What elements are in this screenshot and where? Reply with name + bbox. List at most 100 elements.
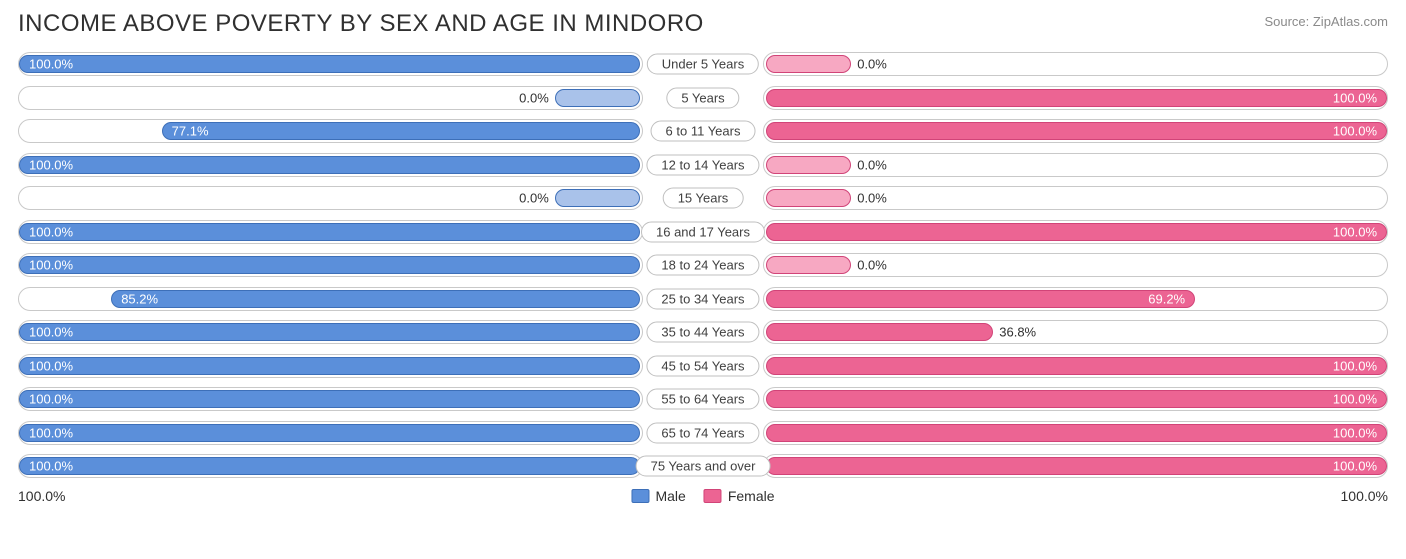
female-half: 100.0%	[703, 454, 1388, 478]
category-label: 18 to 24 Years	[646, 255, 759, 276]
female-track: 0.0%	[763, 253, 1388, 277]
male-bar	[555, 189, 640, 207]
legend-female: Female	[704, 488, 775, 504]
female-half: 100.0%	[703, 354, 1388, 378]
female-track: 0.0%	[763, 52, 1388, 76]
male-bar	[19, 424, 640, 442]
female-half: 0.0%	[703, 186, 1388, 210]
axis-right-label: 100.0%	[1341, 488, 1388, 504]
female-half: 100.0%	[703, 86, 1388, 110]
male-value-label: 100.0%	[29, 224, 73, 239]
female-half: 100.0%	[703, 119, 1388, 143]
female-value-label: 0.0%	[857, 191, 887, 206]
male-half: 100.0%	[18, 387, 703, 411]
category-label: 55 to 64 Years	[646, 389, 759, 410]
female-track: 100.0%	[763, 454, 1388, 478]
category-label: 75 Years and over	[636, 456, 771, 477]
male-track: 100.0%	[18, 153, 643, 177]
female-value-label: 100.0%	[1333, 459, 1377, 474]
female-bar	[766, 390, 1387, 408]
male-value-label: 100.0%	[29, 392, 73, 407]
male-half: 100.0%	[18, 354, 703, 378]
male-half: 100.0%	[18, 320, 703, 344]
male-track: 100.0%	[18, 52, 643, 76]
category-label: 16 and 17 Years	[641, 221, 765, 242]
male-track: 0.0%	[18, 186, 643, 210]
female-value-label: 100.0%	[1333, 358, 1377, 373]
male-half: 100.0%	[18, 253, 703, 277]
female-value-label: 0.0%	[857, 258, 887, 273]
female-value-label: 100.0%	[1333, 425, 1377, 440]
category-label: 6 to 11 Years	[651, 121, 756, 142]
male-bar	[19, 357, 640, 375]
male-half: 100.0%	[18, 454, 703, 478]
legend-male-label: Male	[655, 488, 685, 504]
female-track: 0.0%	[763, 153, 1388, 177]
chart-source: Source: ZipAtlas.com	[1264, 14, 1388, 29]
male-track: 100.0%	[18, 354, 643, 378]
male-track: 100.0%	[18, 220, 643, 244]
female-half: 0.0%	[703, 52, 1388, 76]
legend-male-swatch	[631, 489, 649, 503]
female-track: 100.0%	[763, 387, 1388, 411]
chart-row: 77.1% 100.0% 6 to 11 Years	[18, 119, 1388, 143]
male-half: 0.0%	[18, 86, 703, 110]
chart-axis: 100.0% Male Female 100.0%	[18, 488, 1388, 508]
female-track: 100.0%	[763, 86, 1388, 110]
chart-header: INCOME ABOVE POVERTY BY SEX AND AGE IN M…	[18, 10, 1388, 38]
male-bar	[19, 223, 640, 241]
male-bar	[111, 290, 640, 308]
male-value-label: 0.0%	[519, 90, 549, 105]
male-value-label: 100.0%	[29, 325, 73, 340]
female-value-label: 0.0%	[857, 57, 887, 72]
male-bar	[555, 89, 640, 107]
male-value-label: 100.0%	[29, 425, 73, 440]
male-track: 100.0%	[18, 253, 643, 277]
male-bar	[162, 122, 640, 140]
female-track: 69.2%	[763, 287, 1388, 311]
female-bar	[766, 156, 851, 174]
male-track: 100.0%	[18, 387, 643, 411]
male-track: 85.2%	[18, 287, 643, 311]
male-half: 0.0%	[18, 186, 703, 210]
chart-title: INCOME ABOVE POVERTY BY SEX AND AGE IN M…	[18, 10, 704, 38]
male-value-label: 100.0%	[29, 258, 73, 273]
category-label: 35 to 44 Years	[646, 322, 759, 343]
chart-row: 100.0% 0.0% 18 to 24 Years	[18, 253, 1388, 277]
male-half: 100.0%	[18, 153, 703, 177]
male-bar	[19, 55, 640, 73]
male-value-label: 100.0%	[29, 57, 73, 72]
female-track: 0.0%	[763, 186, 1388, 210]
male-track: 100.0%	[18, 421, 643, 445]
male-value-label: 0.0%	[519, 191, 549, 206]
female-half: 100.0%	[703, 387, 1388, 411]
chart-row: 100.0%100.0%45 to 54 Years	[18, 354, 1388, 378]
male-half: 100.0%	[18, 220, 703, 244]
female-bar	[766, 256, 851, 274]
chart-row: 100.0% 100.0% 65 to 74 Years	[18, 421, 1388, 445]
male-half: 100.0%	[18, 421, 703, 445]
female-value-label: 100.0%	[1333, 124, 1377, 139]
category-label: 65 to 74 Years	[646, 422, 759, 443]
female-bar	[766, 223, 1387, 241]
male-value-label: 77.1%	[172, 124, 209, 139]
female-bar	[766, 290, 1195, 308]
chart-row: 100.0%0.0%Under 5 Years	[18, 52, 1388, 76]
female-half: 100.0%	[703, 220, 1388, 244]
category-label: 25 to 34 Years	[646, 288, 759, 309]
male-bar	[19, 323, 640, 341]
chart-legend: Male Female	[631, 488, 774, 504]
female-value-label: 36.8%	[999, 325, 1036, 340]
female-track: 36.8%	[763, 320, 1388, 344]
female-track: 100.0%	[763, 119, 1388, 143]
female-track: 100.0%	[763, 354, 1388, 378]
category-label: 15 Years	[663, 188, 744, 209]
male-track: 77.1%	[18, 119, 643, 143]
female-half: 36.8%	[703, 320, 1388, 344]
female-half: 69.2%	[703, 287, 1388, 311]
legend-female-swatch	[704, 489, 722, 503]
category-label: 45 to 54 Years	[646, 355, 759, 376]
female-half: 0.0%	[703, 153, 1388, 177]
female-track: 100.0%	[763, 220, 1388, 244]
category-label: 5 Years	[666, 87, 739, 108]
